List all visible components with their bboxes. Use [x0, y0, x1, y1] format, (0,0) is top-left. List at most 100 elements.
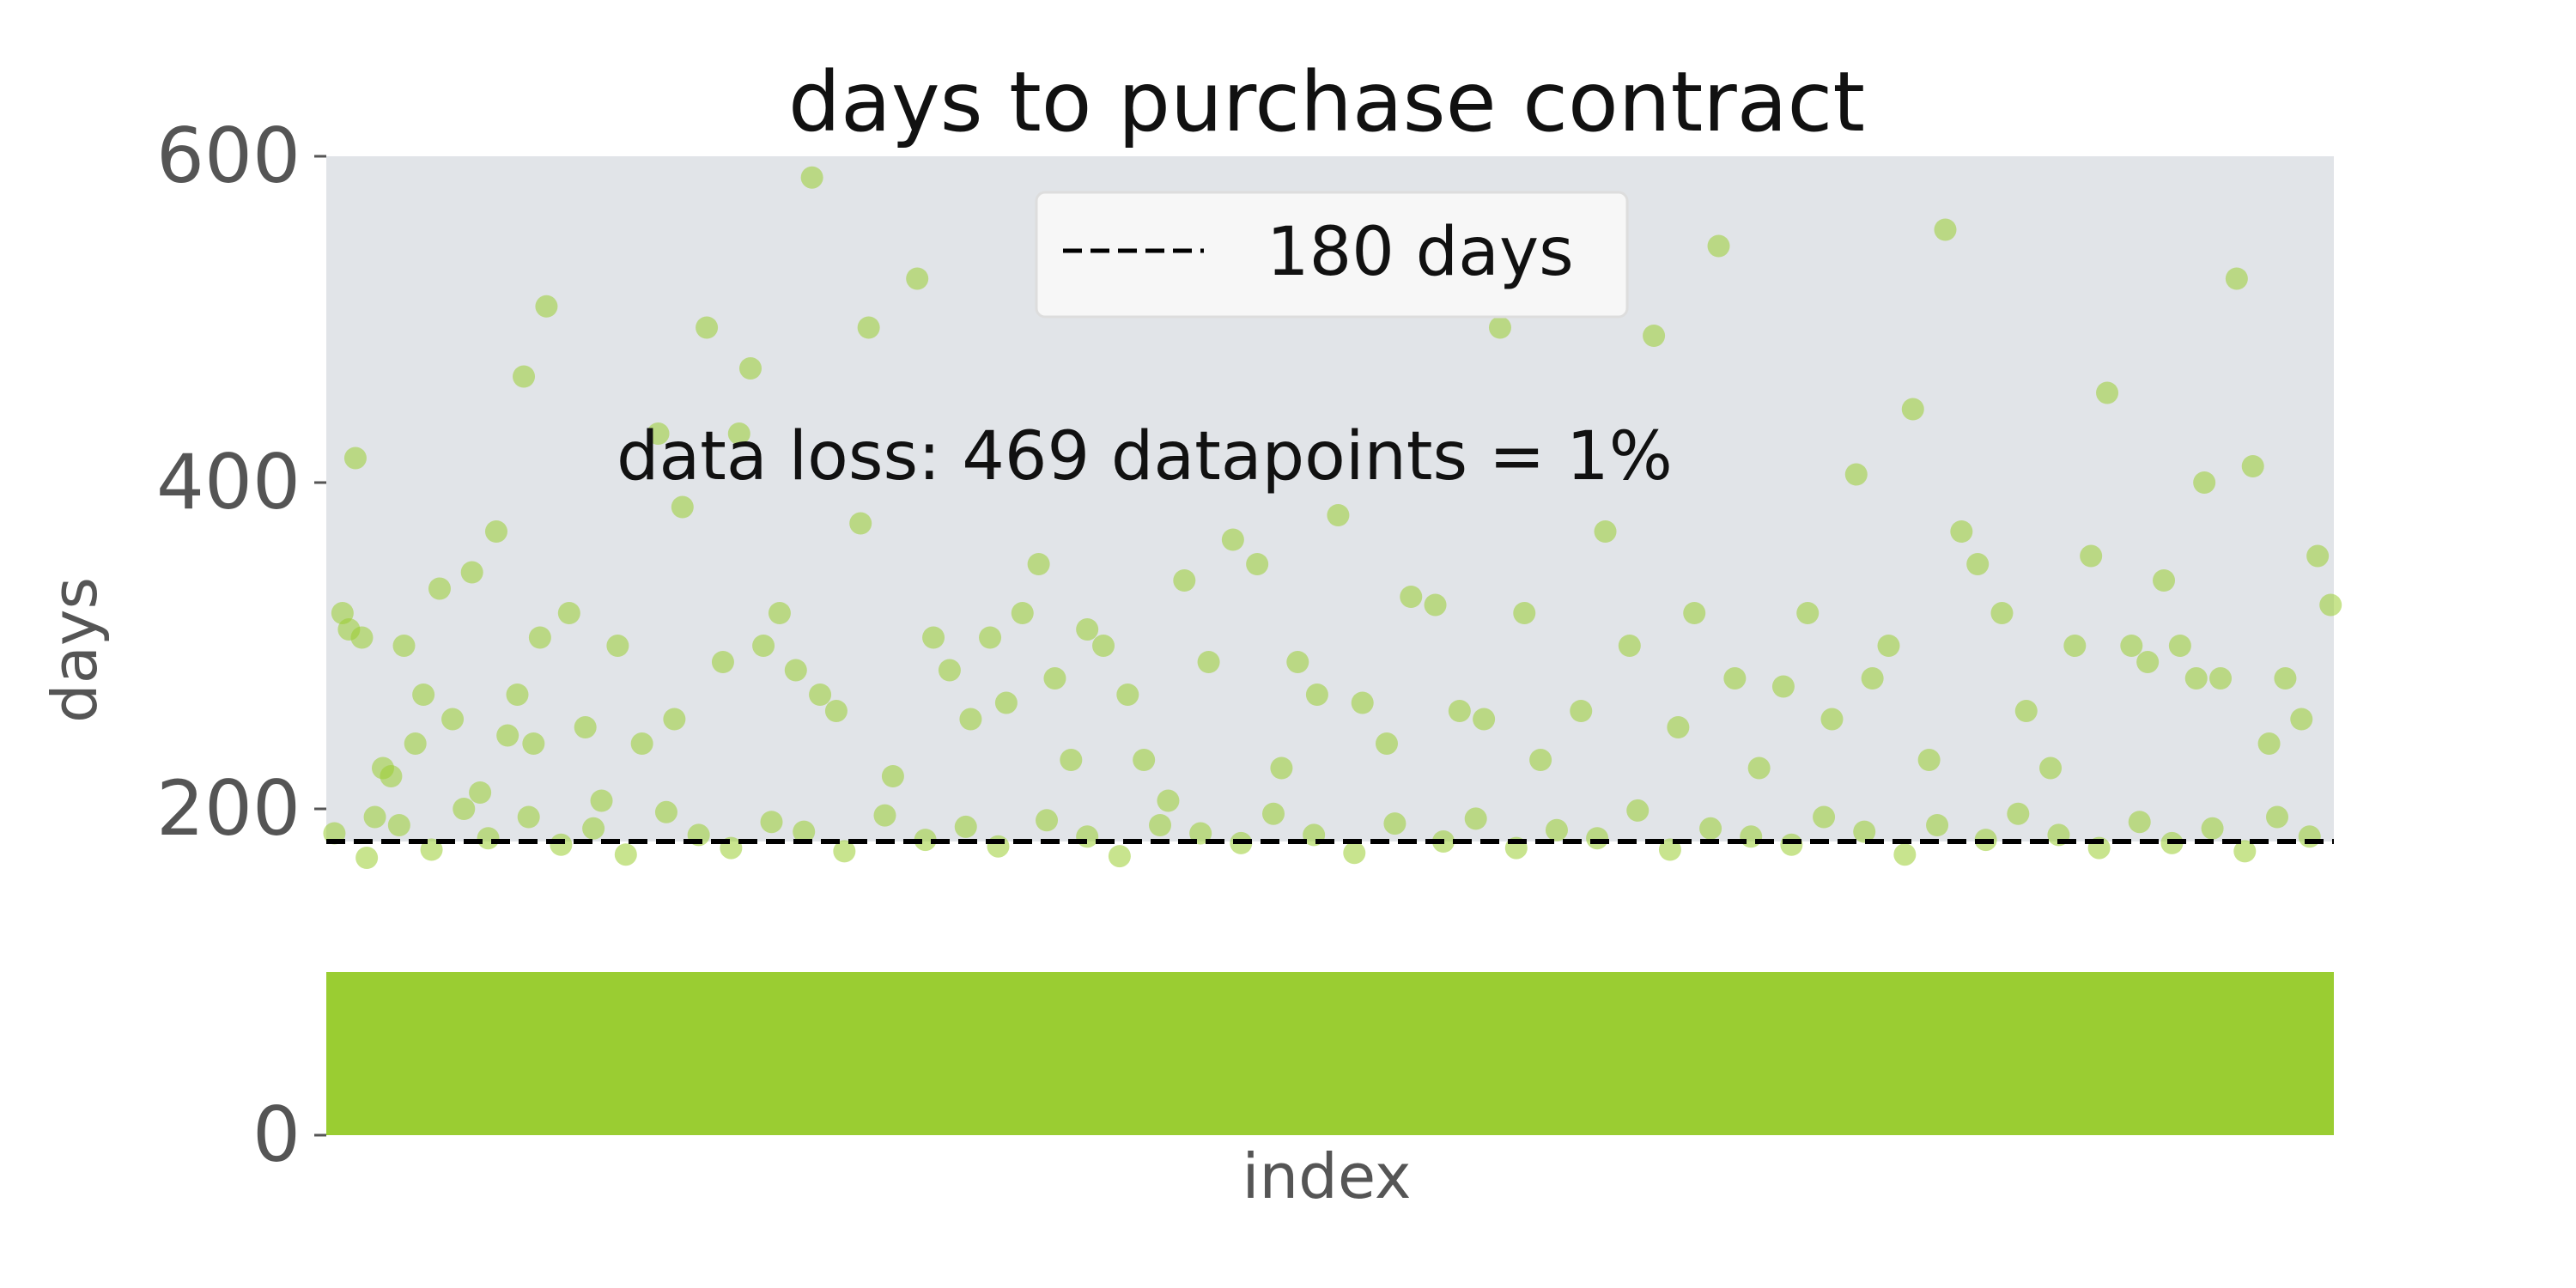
data-point [1400, 586, 1423, 608]
data-point [1618, 635, 1641, 657]
data-point [2128, 811, 2151, 834]
data-point [1626, 799, 1649, 822]
data-point [1667, 716, 1690, 738]
data-point [441, 708, 465, 731]
data-point [2319, 593, 2342, 617]
data-point [1473, 708, 1496, 731]
data-point [2136, 651, 2160, 673]
data-point [1699, 817, 1722, 840]
data-point [1934, 218, 1957, 241]
data-point [938, 659, 961, 682]
data-point [460, 561, 483, 584]
legend-box [1035, 191, 1629, 319]
data-point [535, 295, 558, 318]
data-point [752, 635, 775, 657]
data-point [2007, 802, 2030, 825]
data-point [979, 626, 1002, 649]
data-point [760, 811, 783, 834]
data-point [477, 827, 500, 850]
data-point [1813, 805, 1836, 829]
data-point [428, 577, 451, 600]
data-point [1108, 845, 1131, 868]
data-point [590, 789, 613, 812]
data-point [392, 635, 416, 657]
data-point [2257, 732, 2281, 755]
data-point [1270, 756, 1293, 780]
data-point [387, 814, 410, 836]
y-axis: 0 200 400 600 [156, 112, 326, 1179]
dense-data-band [326, 972, 2334, 1135]
data-point [663, 708, 686, 731]
data-point [738, 357, 762, 380]
data-point [1723, 667, 1747, 690]
data-point [1246, 553, 1269, 575]
data-point [881, 765, 904, 787]
data-point [654, 800, 677, 823]
data-point [1060, 749, 1083, 771]
data-point [1545, 818, 1568, 841]
data-point [1586, 827, 1609, 850]
data-point [412, 683, 435, 706]
data-point [824, 700, 848, 722]
data-point [1197, 651, 1220, 673]
scatter-points [323, 166, 2342, 869]
x-axis-label: index [1242, 1140, 1412, 1212]
data-point [614, 843, 637, 866]
data-point [1796, 602, 1820, 624]
data-point [671, 495, 694, 519]
data-point [1327, 504, 1350, 526]
data-point [1076, 618, 1099, 641]
data-point [2233, 840, 2257, 863]
data-point [2290, 708, 2313, 731]
data-point [1343, 841, 1366, 865]
legend: 180 days [1035, 191, 1629, 319]
data-point [849, 512, 872, 535]
data-point [2014, 700, 2038, 722]
data-point [1643, 325, 1666, 347]
data-point [873, 804, 896, 827]
data-point [1076, 825, 1099, 848]
data-point [1351, 691, 1374, 714]
data-point [2063, 635, 2087, 657]
data-point [1464, 807, 1487, 830]
data-point [496, 724, 519, 747]
data-point [2184, 667, 2208, 690]
data-point [2080, 544, 2103, 568]
data-point [1877, 635, 1900, 657]
data-point [1375, 732, 1398, 755]
data-point [987, 835, 1010, 858]
data-point [1529, 749, 1552, 771]
data-point [1844, 463, 1868, 486]
y-tick-label: 600 [156, 112, 301, 200]
data-point [1221, 528, 1244, 551]
data-point [914, 829, 937, 852]
data-point [506, 683, 529, 706]
data-point [800, 166, 823, 189]
y-tick-label: 400 [156, 438, 301, 526]
data-point [2096, 381, 2119, 404]
data-point [1950, 520, 1973, 543]
data-point [784, 659, 807, 682]
data-point [647, 422, 670, 445]
data-point [517, 805, 540, 829]
data-point [696, 316, 719, 339]
data-point [793, 820, 816, 843]
data-point [711, 651, 734, 673]
data-point [1901, 398, 1924, 421]
data-point [1513, 602, 1536, 624]
data-point [1594, 520, 1617, 543]
data-point [1027, 553, 1050, 575]
data-point [2120, 635, 2143, 657]
data-point [380, 765, 403, 787]
data-point [994, 691, 1018, 714]
data-point [484, 520, 507, 543]
data-point [1966, 553, 1990, 575]
data-point [1853, 820, 1876, 843]
data-point [404, 732, 427, 755]
data-point [833, 840, 856, 863]
data-point [522, 732, 545, 755]
data-point [2298, 825, 2321, 848]
data-point [2168, 635, 2191, 657]
data-point [574, 716, 597, 738]
